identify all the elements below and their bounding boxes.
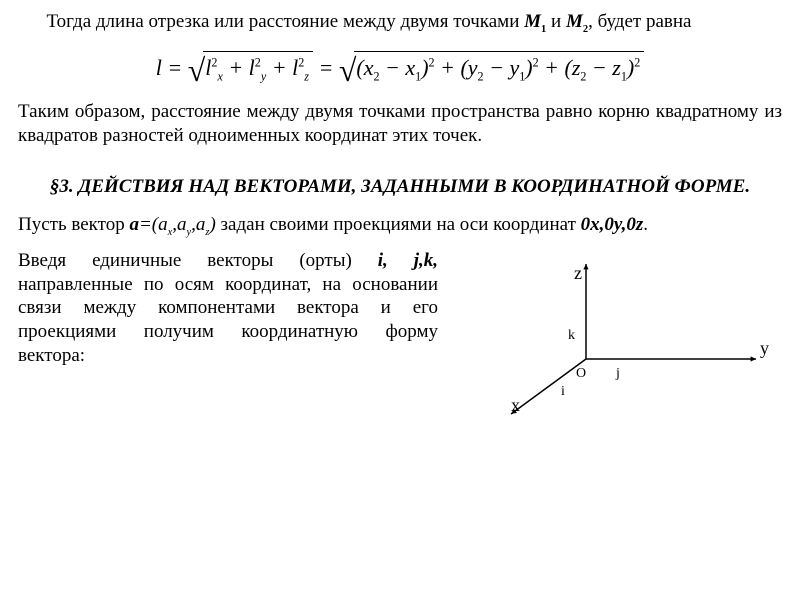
p3-c2: ,a: [191, 214, 205, 235]
svg-text:x: x: [511, 395, 520, 415]
p3-c1: ,a: [172, 214, 186, 235]
f-m3: −: [586, 55, 612, 80]
p4-ijk: i, j,k,: [378, 250, 438, 271]
p1-and: и: [546, 11, 566, 32]
f-lp3: (: [564, 55, 571, 80]
lower-block: Введя единичные векторы (орты) i, j,k, н…: [18, 249, 782, 419]
coordinate-diagram: z y x Ok j i: [456, 249, 782, 419]
paragraph-4: Введя единичные векторы (орты) i, j,k, н…: [18, 249, 456, 368]
p3-a: Пусть вектор: [18, 214, 129, 235]
f-lp2: (: [460, 55, 467, 80]
paragraph-1: Тогда длина отрезка или расстояние между…: [18, 10, 782, 36]
p3-dot: .: [643, 214, 648, 235]
f-plus1: +: [223, 55, 249, 80]
p1-tail: , будет равна: [588, 11, 691, 32]
m1-letter: M: [524, 11, 541, 32]
paragraph-2: Таким образом, расстояние между двумя то…: [18, 100, 782, 148]
f-plus4: +: [539, 55, 565, 80]
p1-text: Тогда длина отрезка или расстояние между…: [47, 11, 525, 32]
svg-text:j: j: [615, 366, 620, 381]
p3-vec: a: [129, 214, 139, 235]
p2-text: Таким образом, расстояние между двумя то…: [18, 101, 782, 146]
f-z1: z: [612, 55, 621, 80]
f-m1: −: [380, 55, 406, 80]
p3-eq: =(a: [139, 214, 168, 235]
f-plus3: +: [435, 55, 461, 80]
svg-text:z: z: [574, 263, 582, 283]
sqrt-2: √(x2 − x1)2 + (y2 − y1)2 + (z2 − z1)2: [339, 50, 644, 90]
f-ly-sq: 2: [255, 56, 261, 70]
p3-axes: 0x,0y,0z: [581, 214, 644, 235]
f-eq2: =: [313, 55, 339, 80]
p3-b: задан своими проекциями на оси координат: [216, 214, 581, 235]
svg-text:O: O: [576, 366, 586, 381]
p4-b: направленные по осям координат, на основ…: [18, 274, 438, 366]
sqrt-1: √l2x + l2y + l2z: [188, 50, 313, 90]
f-eq: =: [162, 55, 188, 80]
coordinate-svg: z y x Ok j i: [456, 249, 776, 419]
svg-text:i: i: [561, 384, 565, 399]
f-sq3: 2: [634, 56, 640, 70]
f-lz-sq: 2: [298, 56, 304, 70]
section-title: §3. ДЕЙСТВИЯ НАД ВЕКТОРАМИ, ЗАДАННЫМИ В …: [18, 175, 782, 199]
f-lp1: (: [356, 55, 363, 80]
f-y1: y: [509, 55, 519, 80]
f-rp1: ): [421, 55, 428, 80]
svg-text:k: k: [568, 328, 575, 343]
paragraph-3: Пусть вектор a=(ax,ay,az) задан своими п…: [18, 213, 782, 239]
f-lz-sub: z: [304, 69, 309, 83]
f-y2: y: [468, 55, 478, 80]
section-text: §3. ДЕЙСТВИЯ НАД ВЕКТОРАМИ, ЗАДАННЫМИ В …: [50, 176, 750, 197]
distance-formula: l = √l2x + l2y + l2z = √(x2 − x1)2 + (y2…: [18, 50, 782, 90]
f-m2: −: [484, 55, 510, 80]
svg-text:y: y: [760, 338, 769, 358]
p4-a: Введя единичные векторы (орты): [18, 250, 378, 271]
m2-letter: M: [566, 11, 583, 32]
f-plus2: +: [266, 55, 292, 80]
f-rp2: ): [525, 55, 532, 80]
f-lx-sq: 2: [211, 56, 217, 70]
f-x1: x: [405, 55, 415, 80]
